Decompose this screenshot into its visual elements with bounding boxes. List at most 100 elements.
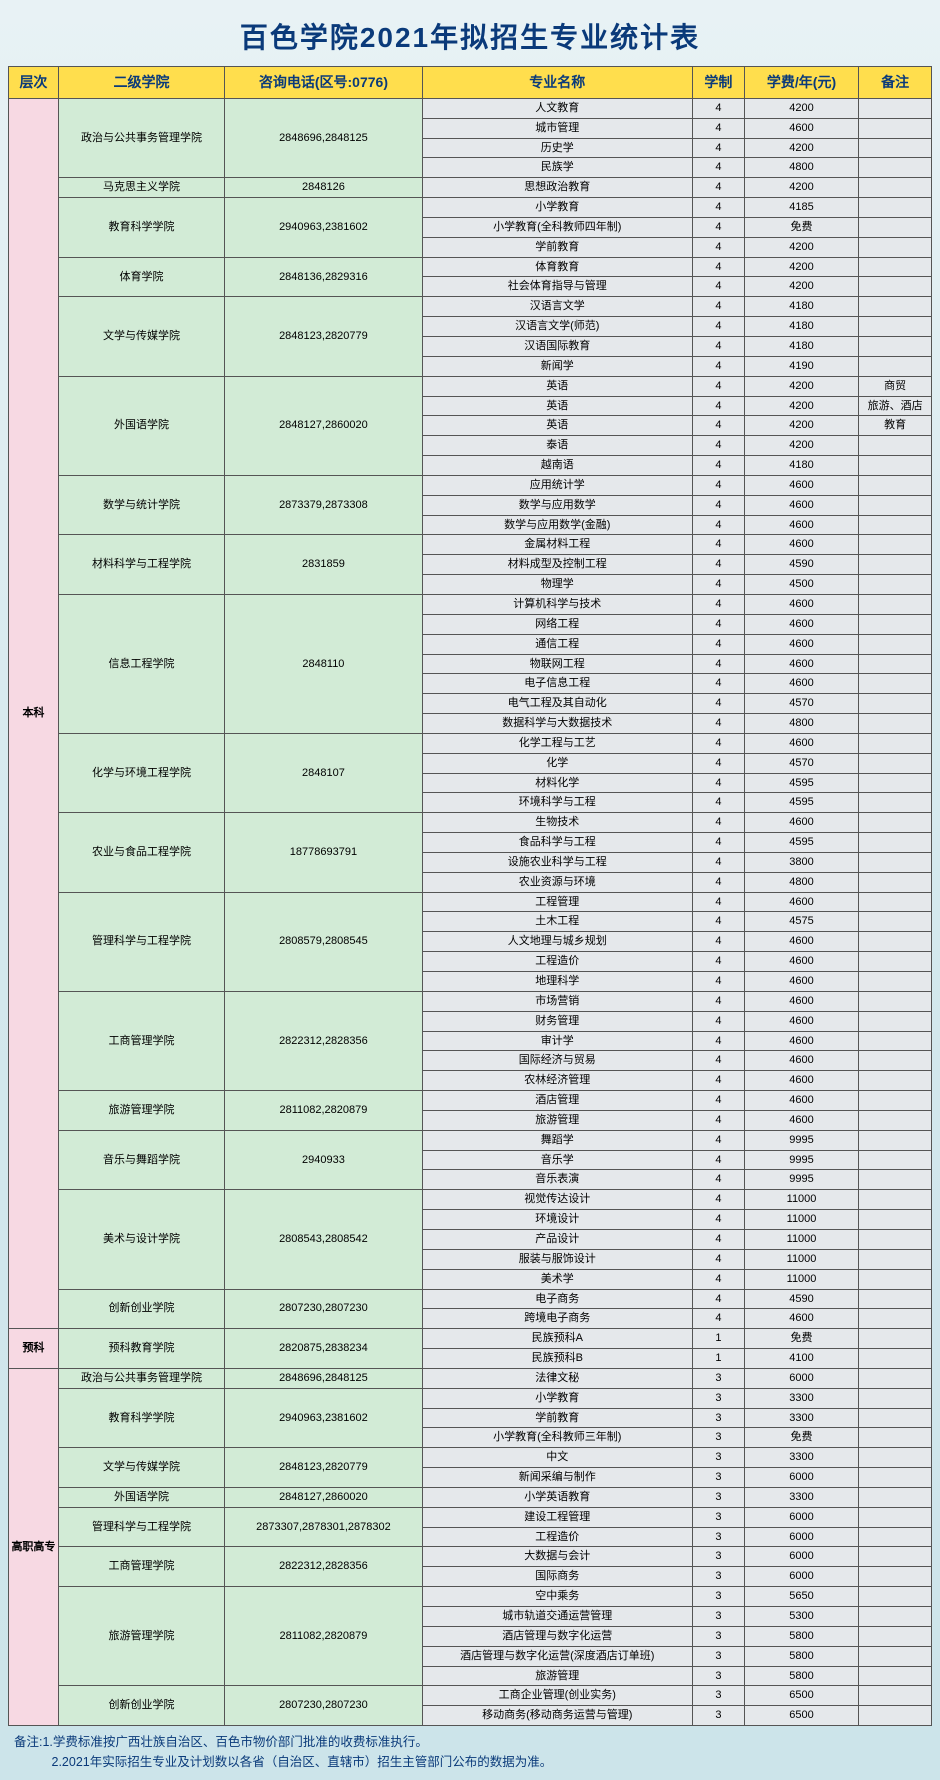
fee-cell: 6500	[744, 1686, 858, 1706]
major-cell: 小学教育(全科教师四年制)	[422, 217, 692, 237]
note-cell	[859, 277, 932, 297]
major-cell: 音乐表演	[422, 1170, 692, 1190]
major-cell: 新闻采编与制作	[422, 1468, 692, 1488]
duration-cell: 4	[692, 1051, 744, 1071]
phone-cell: 2940933	[225, 1130, 422, 1190]
major-cell: 体育教育	[422, 257, 692, 277]
fee-cell: 11000	[744, 1210, 858, 1230]
fee-cell: 6500	[744, 1706, 858, 1726]
fee-cell: 4180	[744, 317, 858, 337]
fee-cell: 4590	[744, 555, 858, 575]
duration-cell: 4	[692, 217, 744, 237]
fee-cell: 免费	[744, 217, 858, 237]
duration-cell: 4	[692, 1289, 744, 1309]
note-cell	[859, 118, 932, 138]
table-row: 管理科学与工程学院2808579,2808545工程管理44600	[9, 892, 932, 912]
note-cell	[859, 1567, 932, 1587]
major-cell: 泰语	[422, 436, 692, 456]
phone-cell: 2808579,2808545	[225, 892, 422, 991]
fee-cell: 4600	[744, 495, 858, 515]
phone-cell: 2848126	[225, 178, 422, 198]
table-row: 外国语学院2848127,2860020小学英语教育33300	[9, 1487, 932, 1507]
fee-cell: 5800	[744, 1626, 858, 1646]
fee-cell: 4200	[744, 237, 858, 257]
major-cell: 工程造价	[422, 952, 692, 972]
school-cell: 旅游管理学院	[58, 1091, 224, 1131]
major-cell: 审计学	[422, 1031, 692, 1051]
major-cell: 工商企业管理(创业实务)	[422, 1686, 692, 1706]
fee-cell: 4575	[744, 912, 858, 932]
note-cell	[859, 475, 932, 495]
note-cell	[859, 1607, 932, 1627]
fee-cell: 5800	[744, 1666, 858, 1686]
major-cell: 学前教育	[422, 237, 692, 257]
phone-cell: 2811082,2820879	[225, 1587, 422, 1686]
school-cell: 预科教育学院	[58, 1329, 224, 1369]
note-cell	[859, 972, 932, 992]
duration-cell: 3	[692, 1567, 744, 1587]
note-cell	[859, 952, 932, 972]
note-cell	[859, 575, 932, 595]
fee-cell: 6000	[744, 1527, 858, 1547]
school-cell: 工商管理学院	[58, 1547, 224, 1587]
phone-cell: 2940963,2381602	[225, 1388, 422, 1448]
fee-cell: 5800	[744, 1646, 858, 1666]
school-cell: 教育科学学院	[58, 198, 224, 258]
fee-cell: 4600	[744, 614, 858, 634]
fee-cell: 6000	[744, 1507, 858, 1527]
th-major: 专业名称	[422, 67, 692, 99]
phone-cell: 2848107	[225, 733, 422, 812]
school-cell: 音乐与舞蹈学院	[58, 1130, 224, 1190]
major-cell: 英语	[422, 376, 692, 396]
duration-cell: 3	[692, 1428, 744, 1448]
duration-cell: 4	[692, 237, 744, 257]
duration-cell: 4	[692, 1031, 744, 1051]
duration-cell: 4	[692, 436, 744, 456]
table-row: 文学与传媒学院2848123,2820779汉语言文学44180	[9, 297, 932, 317]
major-cell: 工程管理	[422, 892, 692, 912]
school-cell: 体育学院	[58, 257, 224, 297]
major-cell: 音乐学	[422, 1150, 692, 1170]
phone-cell: 2848127,2860020	[225, 376, 422, 475]
duration-cell: 4	[692, 257, 744, 277]
duration-cell: 4	[692, 714, 744, 734]
note-cell	[859, 1269, 932, 1289]
table-row: 预科预科教育学院2820875,2838234民族预科A1免费	[9, 1329, 932, 1349]
school-cell: 外国语学院	[58, 376, 224, 475]
note-cell	[859, 813, 932, 833]
major-cell: 跨境电子商务	[422, 1309, 692, 1329]
major-cell: 学前教育	[422, 1408, 692, 1428]
table-row: 旅游管理学院2811082,2820879空中乘务35650	[9, 1587, 932, 1607]
major-cell: 通信工程	[422, 634, 692, 654]
school-cell: 管理科学与工程学院	[58, 1507, 224, 1547]
fee-cell: 4200	[744, 396, 858, 416]
table-header-row: 层次 二级学院 咨询电话(区号:0776) 专业名称 学制 学费/年(元) 备注	[9, 67, 932, 99]
note-cell	[859, 674, 932, 694]
note-cell	[859, 495, 932, 515]
major-cell: 材料成型及控制工程	[422, 555, 692, 575]
major-cell: 汉语言文学	[422, 297, 692, 317]
school-cell: 文学与传媒学院	[58, 1448, 224, 1488]
duration-cell: 4	[692, 1269, 744, 1289]
duration-cell: 4	[692, 1071, 744, 1091]
school-cell: 化学与环境工程学院	[58, 733, 224, 812]
fee-cell: 4600	[744, 1071, 858, 1091]
note-cell	[859, 178, 932, 198]
major-cell: 物联网工程	[422, 654, 692, 674]
fee-cell: 11000	[744, 1229, 858, 1249]
fee-cell: 11000	[744, 1249, 858, 1269]
phone-cell: 2848127,2860020	[225, 1487, 422, 1507]
duration-cell: 4	[692, 138, 744, 158]
note-cell: 教育	[859, 416, 932, 436]
duration-cell: 3	[692, 1468, 744, 1488]
note-cell	[859, 872, 932, 892]
fee-cell: 4800	[744, 872, 858, 892]
major-cell: 酒店管理与数字化运营(深度酒店订单班)	[422, 1646, 692, 1666]
note-cell	[859, 694, 932, 714]
phone-cell: 2848136,2829316	[225, 257, 422, 297]
fee-cell: 4200	[744, 376, 858, 396]
phone-cell: 2807230,2807230	[225, 1289, 422, 1329]
phone-cell: 2820875,2838234	[225, 1329, 422, 1369]
fee-cell: 4600	[744, 813, 858, 833]
fee-cell: 4570	[744, 753, 858, 773]
